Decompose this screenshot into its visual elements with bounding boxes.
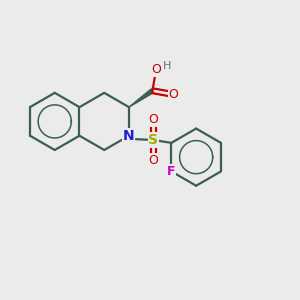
Text: F: F xyxy=(167,165,176,178)
Text: H: H xyxy=(163,61,172,71)
Text: S: S xyxy=(148,133,158,147)
Polygon shape xyxy=(129,89,154,107)
Text: O: O xyxy=(151,63,161,76)
Text: O: O xyxy=(148,154,158,167)
Text: O: O xyxy=(169,88,178,101)
Text: O: O xyxy=(148,113,158,126)
Text: N: N xyxy=(123,129,135,143)
